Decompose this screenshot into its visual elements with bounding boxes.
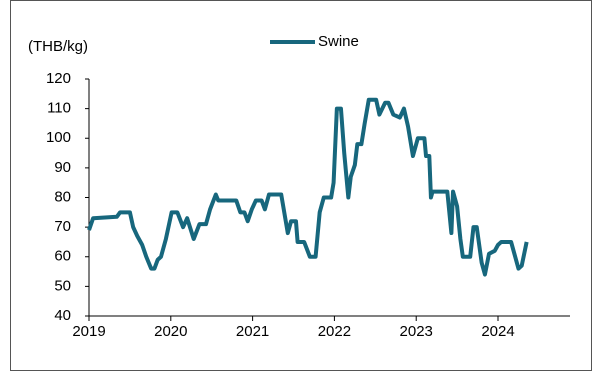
x-tick-label: 2019 [72, 323, 105, 340]
legend-label: Swine [318, 33, 359, 50]
x-tick-label: 2024 [481, 323, 514, 340]
y-axis-label: (THB/kg) [28, 38, 88, 55]
y-tick-label: 90 [54, 159, 71, 176]
x-tick-label: 2021 [236, 323, 269, 340]
y-tick-label: 110 [47, 100, 71, 117]
series-line [87, 97, 529, 277]
y-tick-label: 80 [54, 188, 71, 205]
y-tick-label: 70 [54, 218, 71, 235]
y-tick-label: 40 [54, 307, 71, 324]
x-tick-label: 2022 [318, 323, 351, 340]
frame [10, 0, 592, 371]
y-tick-label: 50 [54, 277, 71, 294]
y-tick-label: 120 [46, 70, 71, 87]
x-tick-label: 2023 [400, 323, 433, 340]
x-tick-label: 2020 [154, 323, 187, 340]
y-tick-label: 60 [54, 248, 71, 265]
y-tick-label: 100 [46, 129, 71, 146]
